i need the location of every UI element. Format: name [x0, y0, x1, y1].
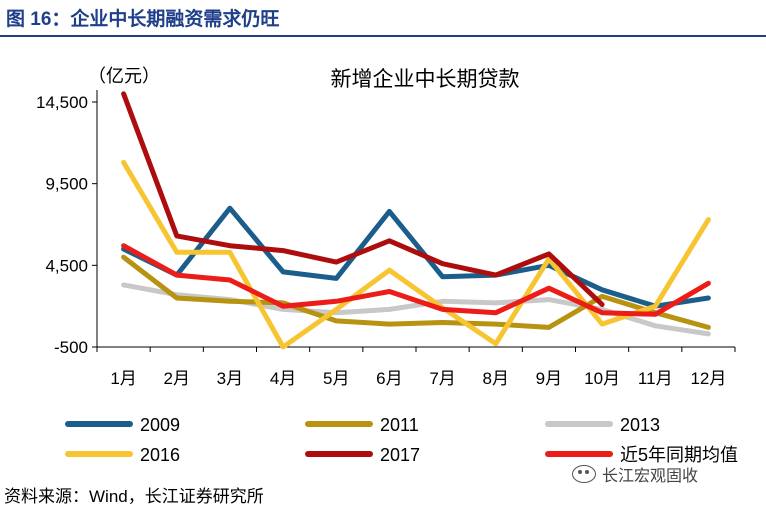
x-tick-label: 10月 [584, 369, 620, 388]
x-tick-label: 1月 [110, 369, 136, 388]
legend-label: 2013 [620, 415, 660, 435]
x-tick-label: 7月 [429, 369, 455, 388]
x-tick-label: 6月 [376, 369, 402, 388]
title-divider [0, 35, 766, 37]
x-tick-group: 1月 2月 3月 4月 5月 6月 7月 8月 9月 10月 11月 12月 [96, 347, 736, 388]
legend: 2009 2011 2013 2016 2017 近5年同期均值 [65, 415, 738, 465]
x-tick-label: 5月 [323, 369, 349, 388]
figure-title: 图 16：企业中长期融资需求仍旺 [6, 9, 280, 30]
x-tick-label: 12月 [690, 369, 726, 388]
wechat-icon [572, 465, 596, 483]
x-tick-label: 9月 [536, 369, 562, 388]
legend-label: 近5年同期均值 [620, 445, 738, 465]
series-line-4 [121, 159, 711, 350]
y-tick-label: 9,500 [45, 175, 88, 194]
y-tick-group: -500 4,500 9,500 14,500 [36, 93, 97, 357]
legend-label: 2009 [140, 415, 180, 435]
series-line-3 [121, 282, 711, 337]
watermark-text: 长江宏观固收 [602, 468, 699, 485]
series-line-5 [121, 91, 605, 307]
legend-label: 2017 [380, 445, 420, 465]
series-line-group [121, 91, 711, 350]
y-axis-label: （亿元） [88, 66, 160, 86]
chart-title: 新增企业中长期贷款 [331, 68, 520, 91]
legend-label: 2016 [140, 445, 180, 465]
y-tick-label: 14,500 [36, 93, 88, 112]
x-tick-label: 3月 [217, 369, 243, 388]
y-tick-label: -500 [54, 338, 88, 357]
source-note: 资料来源：Wind，长江证券研究所 [4, 487, 264, 506]
x-tick-label: 11月 [638, 369, 673, 388]
series-line-6 [121, 243, 711, 317]
x-tick-label: 4月 [270, 369, 296, 388]
series-line-2 [121, 254, 711, 330]
x-tick-label: 8月 [483, 369, 509, 388]
series-line-1 [121, 205, 711, 309]
watermark: 长江宏观固收 [572, 462, 698, 486]
legend-label: 2011 [380, 415, 419, 435]
x-tick-label: 2月 [164, 369, 190, 388]
line-chart: 新增企业中长期贷款 （亿元） -500 4,500 9,500 14,500 1月 2月… [36, 66, 738, 465]
y-tick-label: 4,500 [45, 256, 88, 275]
